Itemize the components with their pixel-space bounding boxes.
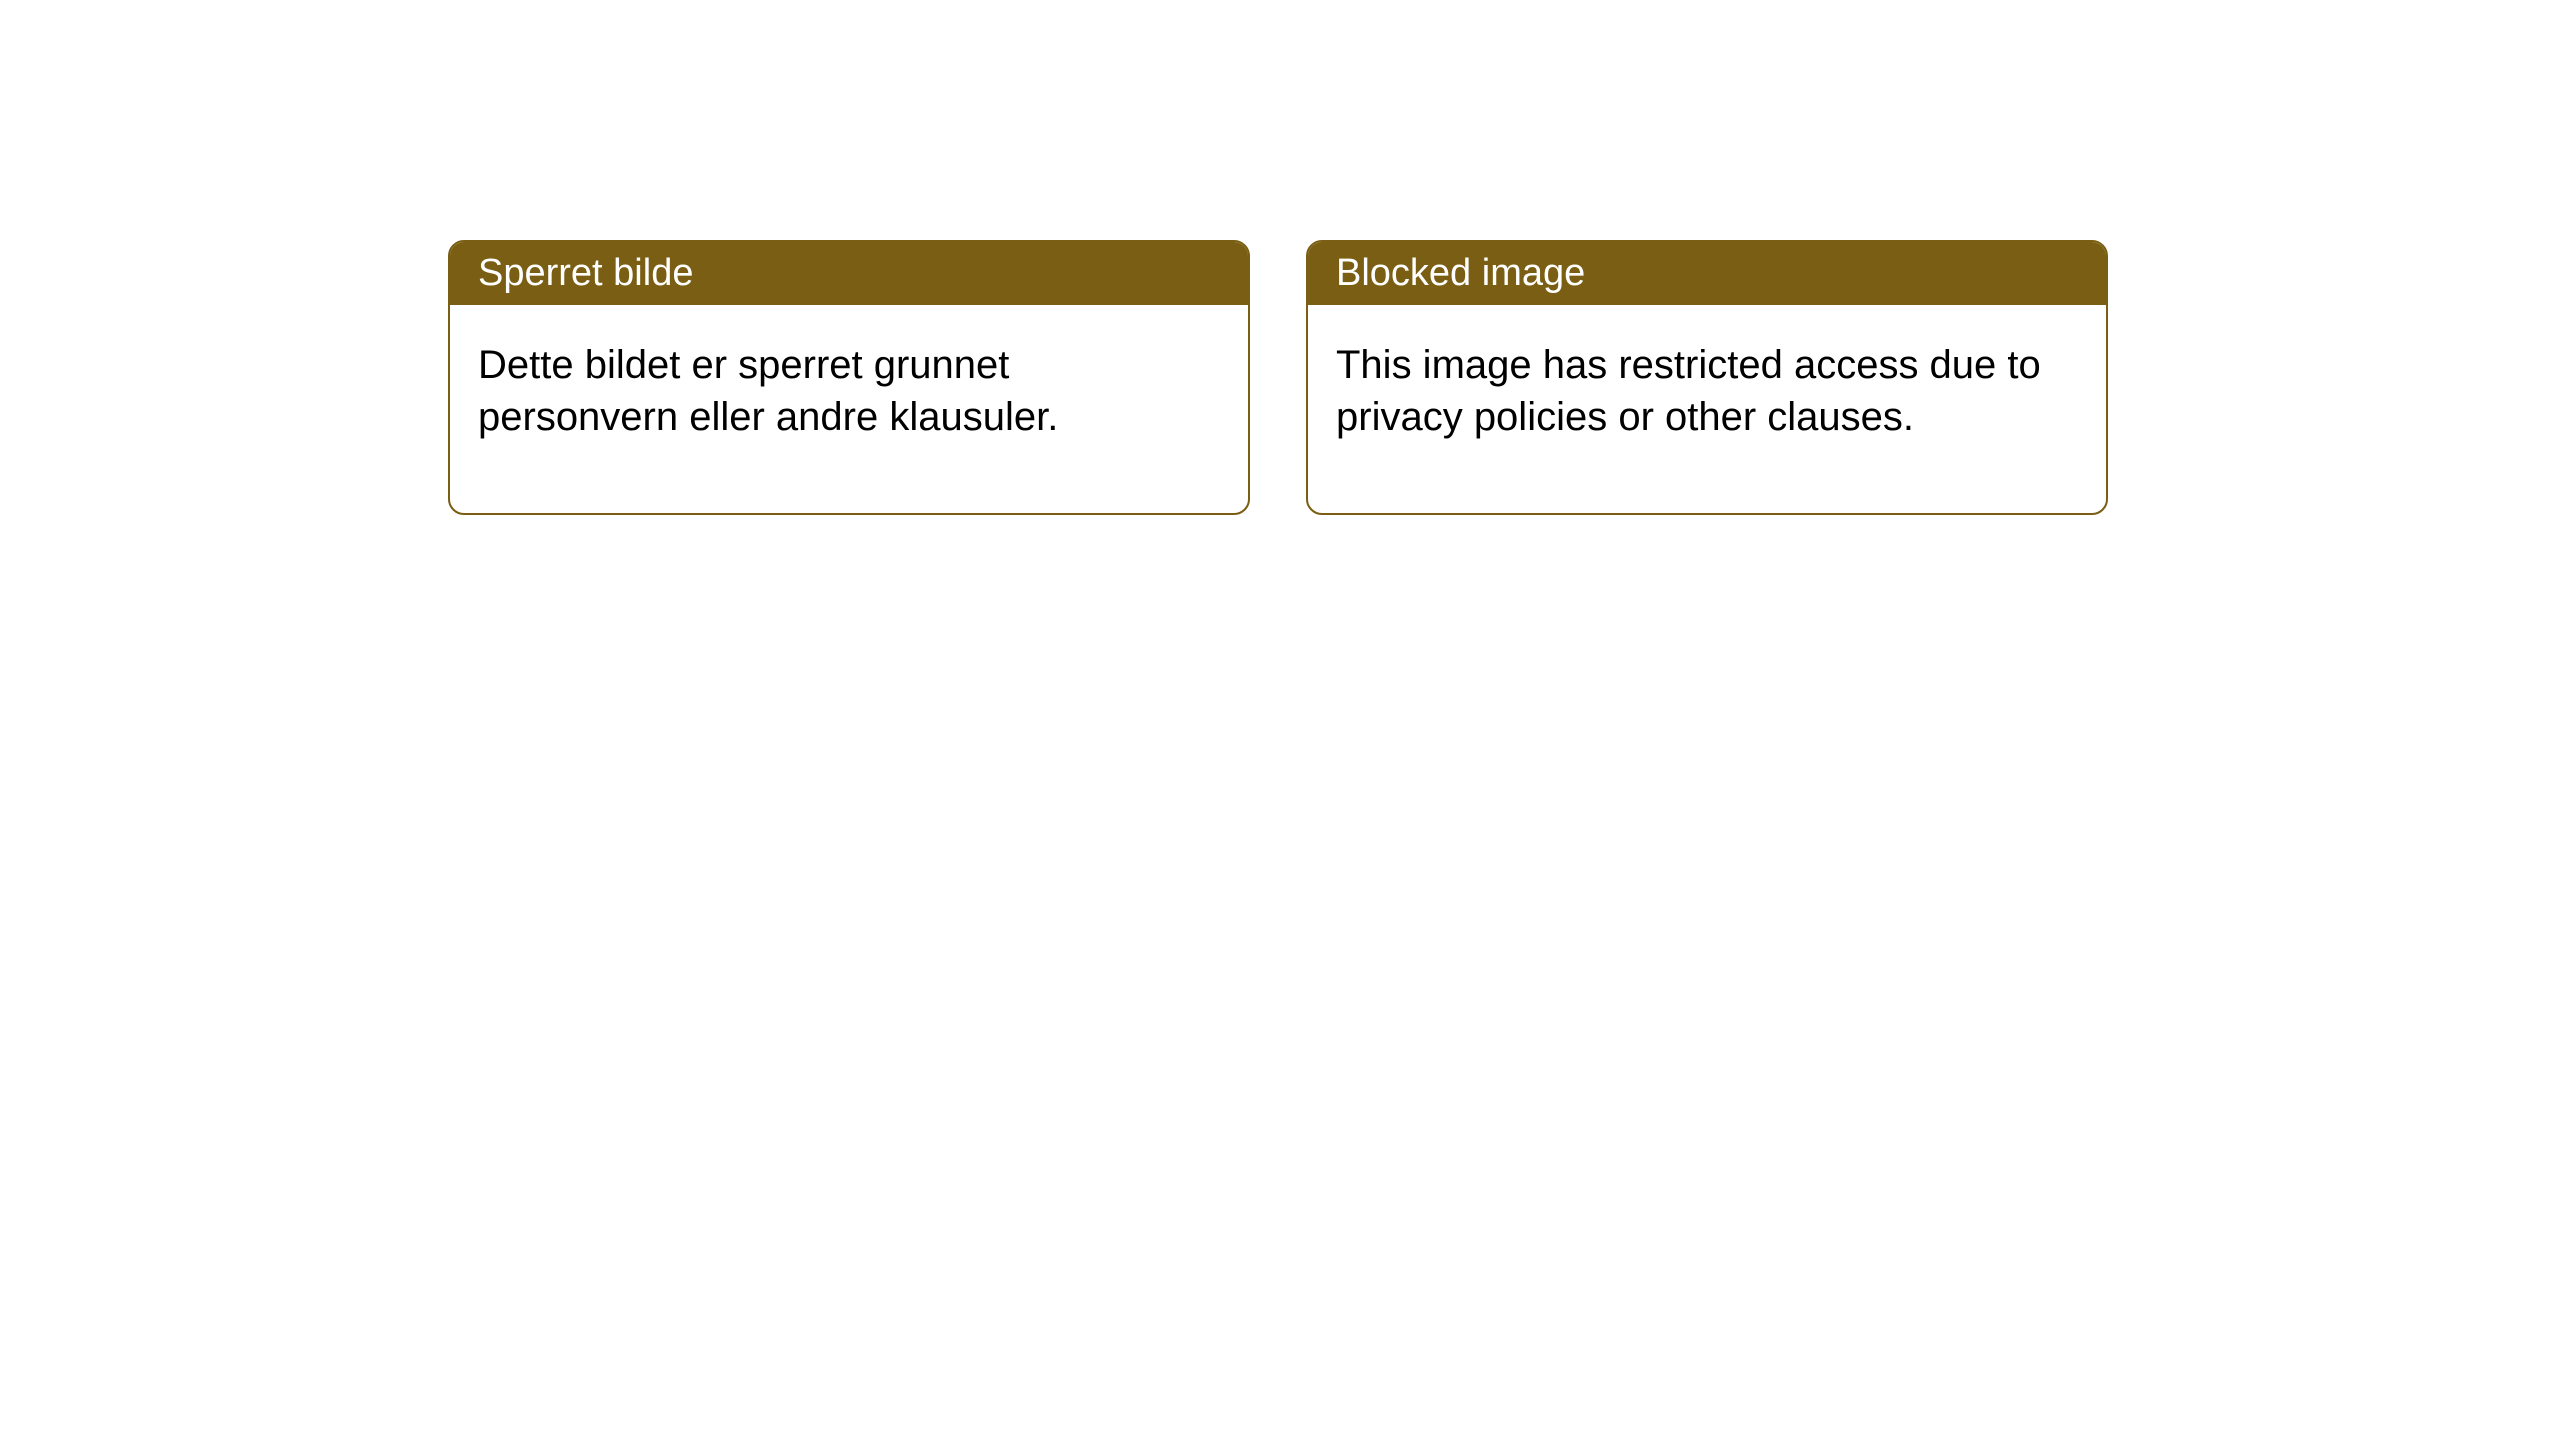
card-body: Dette bildet er sperret grunnet personve…: [450, 305, 1248, 513]
blocked-image-card-no: Sperret bilde Dette bildet er sperret gr…: [448, 240, 1250, 515]
cards-container: Sperret bilde Dette bildet er sperret gr…: [0, 0, 2560, 515]
card-title: Blocked image: [1308, 242, 2106, 305]
blocked-image-card-en: Blocked image This image has restricted …: [1306, 240, 2108, 515]
card-title: Sperret bilde: [450, 242, 1248, 305]
card-body: This image has restricted access due to …: [1308, 305, 2106, 513]
